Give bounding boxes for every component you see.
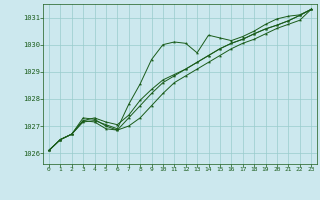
Text: Graphe pression niveau de la mer (hPa): Graphe pression niveau de la mer (hPa) [72, 184, 248, 193]
